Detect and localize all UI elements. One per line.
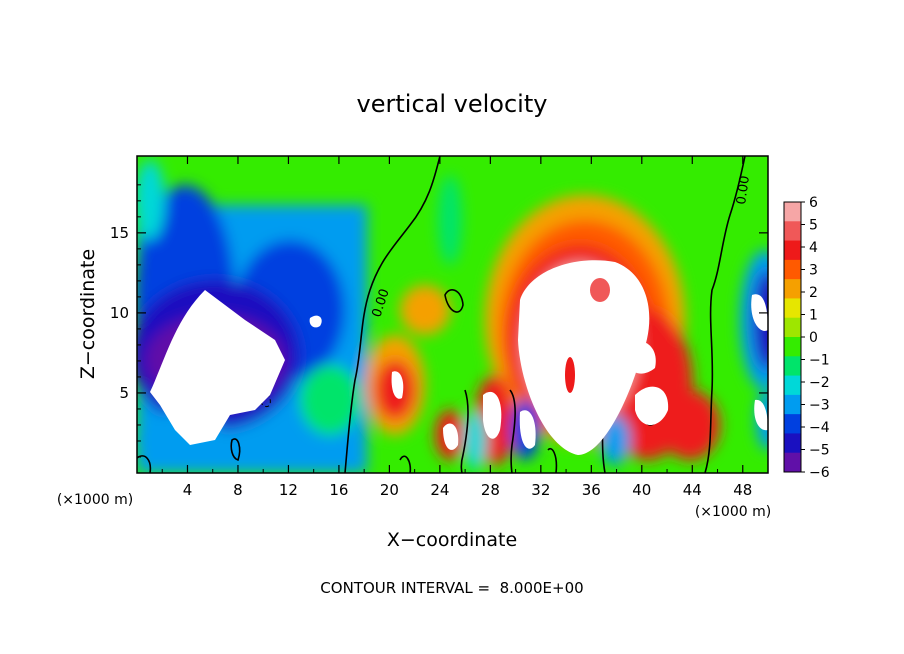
contour-line <box>444 289 464 313</box>
field-region <box>400 285 450 335</box>
field-region <box>590 278 610 302</box>
field-region <box>463 410 487 470</box>
x-tick-label: 40 <box>632 481 651 499</box>
colorbar-swatch <box>784 240 801 261</box>
colorbar-label: 6 <box>809 195 818 211</box>
colorbar-swatch <box>784 433 801 454</box>
field-region <box>565 357 575 393</box>
colorbar-label: −1 <box>809 353 830 369</box>
colorbar-swatch <box>784 317 801 338</box>
x-tick-label: 4 <box>183 481 193 499</box>
colorbar-label: −2 <box>809 375 830 391</box>
colorbar-swatch <box>784 452 801 473</box>
colorbar-label: 2 <box>809 285 818 301</box>
colorbar-label: 0 <box>809 330 818 346</box>
colorbar-label: 4 <box>809 240 818 256</box>
saturated-region <box>623 341 656 374</box>
saturated-region <box>483 391 502 439</box>
colorbar-label: −6 <box>809 465 830 481</box>
contour-label: 0.00 <box>734 175 753 206</box>
saturated-region <box>519 410 536 449</box>
x-tick-label: 48 <box>733 481 752 499</box>
field-region <box>137 160 165 240</box>
x-unit-right: (×1000 m) <box>695 504 771 520</box>
colorbar: 6 5 4 3 2 1 0 −1 −2 −3 −4 −5 −6 <box>783 195 830 481</box>
contour-interval-note: CONTOUR INTERVAL = 8.000E+00 <box>320 579 583 597</box>
colorbar-label: −3 <box>809 398 830 414</box>
saturated-region <box>754 399 768 431</box>
x-tick-label: 36 <box>582 481 601 499</box>
colorbar-label: 5 <box>809 218 818 234</box>
colorbar-swatch <box>784 259 801 280</box>
saturated-region <box>518 260 650 455</box>
x-tick-label: 12 <box>279 481 298 499</box>
contour-line <box>704 156 746 473</box>
saturated-region <box>150 290 285 445</box>
saturated-region <box>391 371 404 399</box>
colorbar-swatch <box>784 394 801 415</box>
contour-line <box>460 389 469 473</box>
x-tick-label: 8 <box>233 481 243 499</box>
x-tick-label: 44 <box>683 481 702 499</box>
colorbar-swatch <box>784 356 801 377</box>
colorbar-label: 1 <box>809 308 818 324</box>
saturated-region <box>309 315 322 328</box>
saturated-region <box>635 386 669 425</box>
chart-title: vertical velocity <box>357 90 548 118</box>
colorbar-swatch <box>784 221 801 242</box>
colorbar-swatch <box>784 202 801 222</box>
y-axis: 5 10 15 <box>110 184 768 458</box>
x-tick-label: 24 <box>430 481 449 499</box>
y-tick-label: 5 <box>119 384 129 402</box>
x-tick-label: 16 <box>329 481 348 499</box>
x-tick-label: 20 <box>380 481 399 499</box>
colorbar-label: −5 <box>809 443 830 459</box>
x-tick-label: 28 <box>481 481 500 499</box>
y-tick-label: 10 <box>110 304 129 322</box>
x-axis-label: X−coordinate <box>387 529 517 551</box>
colorbar-swatch <box>784 337 801 357</box>
plot-frame <box>136 155 769 474</box>
colorbar-label: −4 <box>809 420 830 436</box>
y-axis-label: Z−coordinate <box>77 249 99 379</box>
contour-line <box>399 455 412 473</box>
x-unit-left: (×1000 m) <box>57 492 133 508</box>
contour-line <box>344 156 441 473</box>
contour-line <box>509 389 516 473</box>
colorbar-swatch <box>784 279 801 299</box>
field-region <box>660 390 720 460</box>
saturated-regions <box>150 260 768 455</box>
colorbar-swatch <box>784 298 801 319</box>
plot-area <box>137 156 768 473</box>
field-region <box>300 365 360 435</box>
colorbar-swatch <box>784 414 801 434</box>
saturated-region <box>443 423 459 450</box>
contour-line <box>547 448 558 473</box>
contour-line <box>230 438 241 462</box>
field-region <box>438 175 462 265</box>
y-tick-label: 15 <box>110 224 129 242</box>
x-tick-label: 32 <box>531 481 550 499</box>
colorbar-swatch <box>784 375 801 396</box>
colorbar-label: 3 <box>809 263 818 279</box>
x-axis: 4 8 12 16 20 24 28 32 36 40 44 48 <box>161 156 752 499</box>
